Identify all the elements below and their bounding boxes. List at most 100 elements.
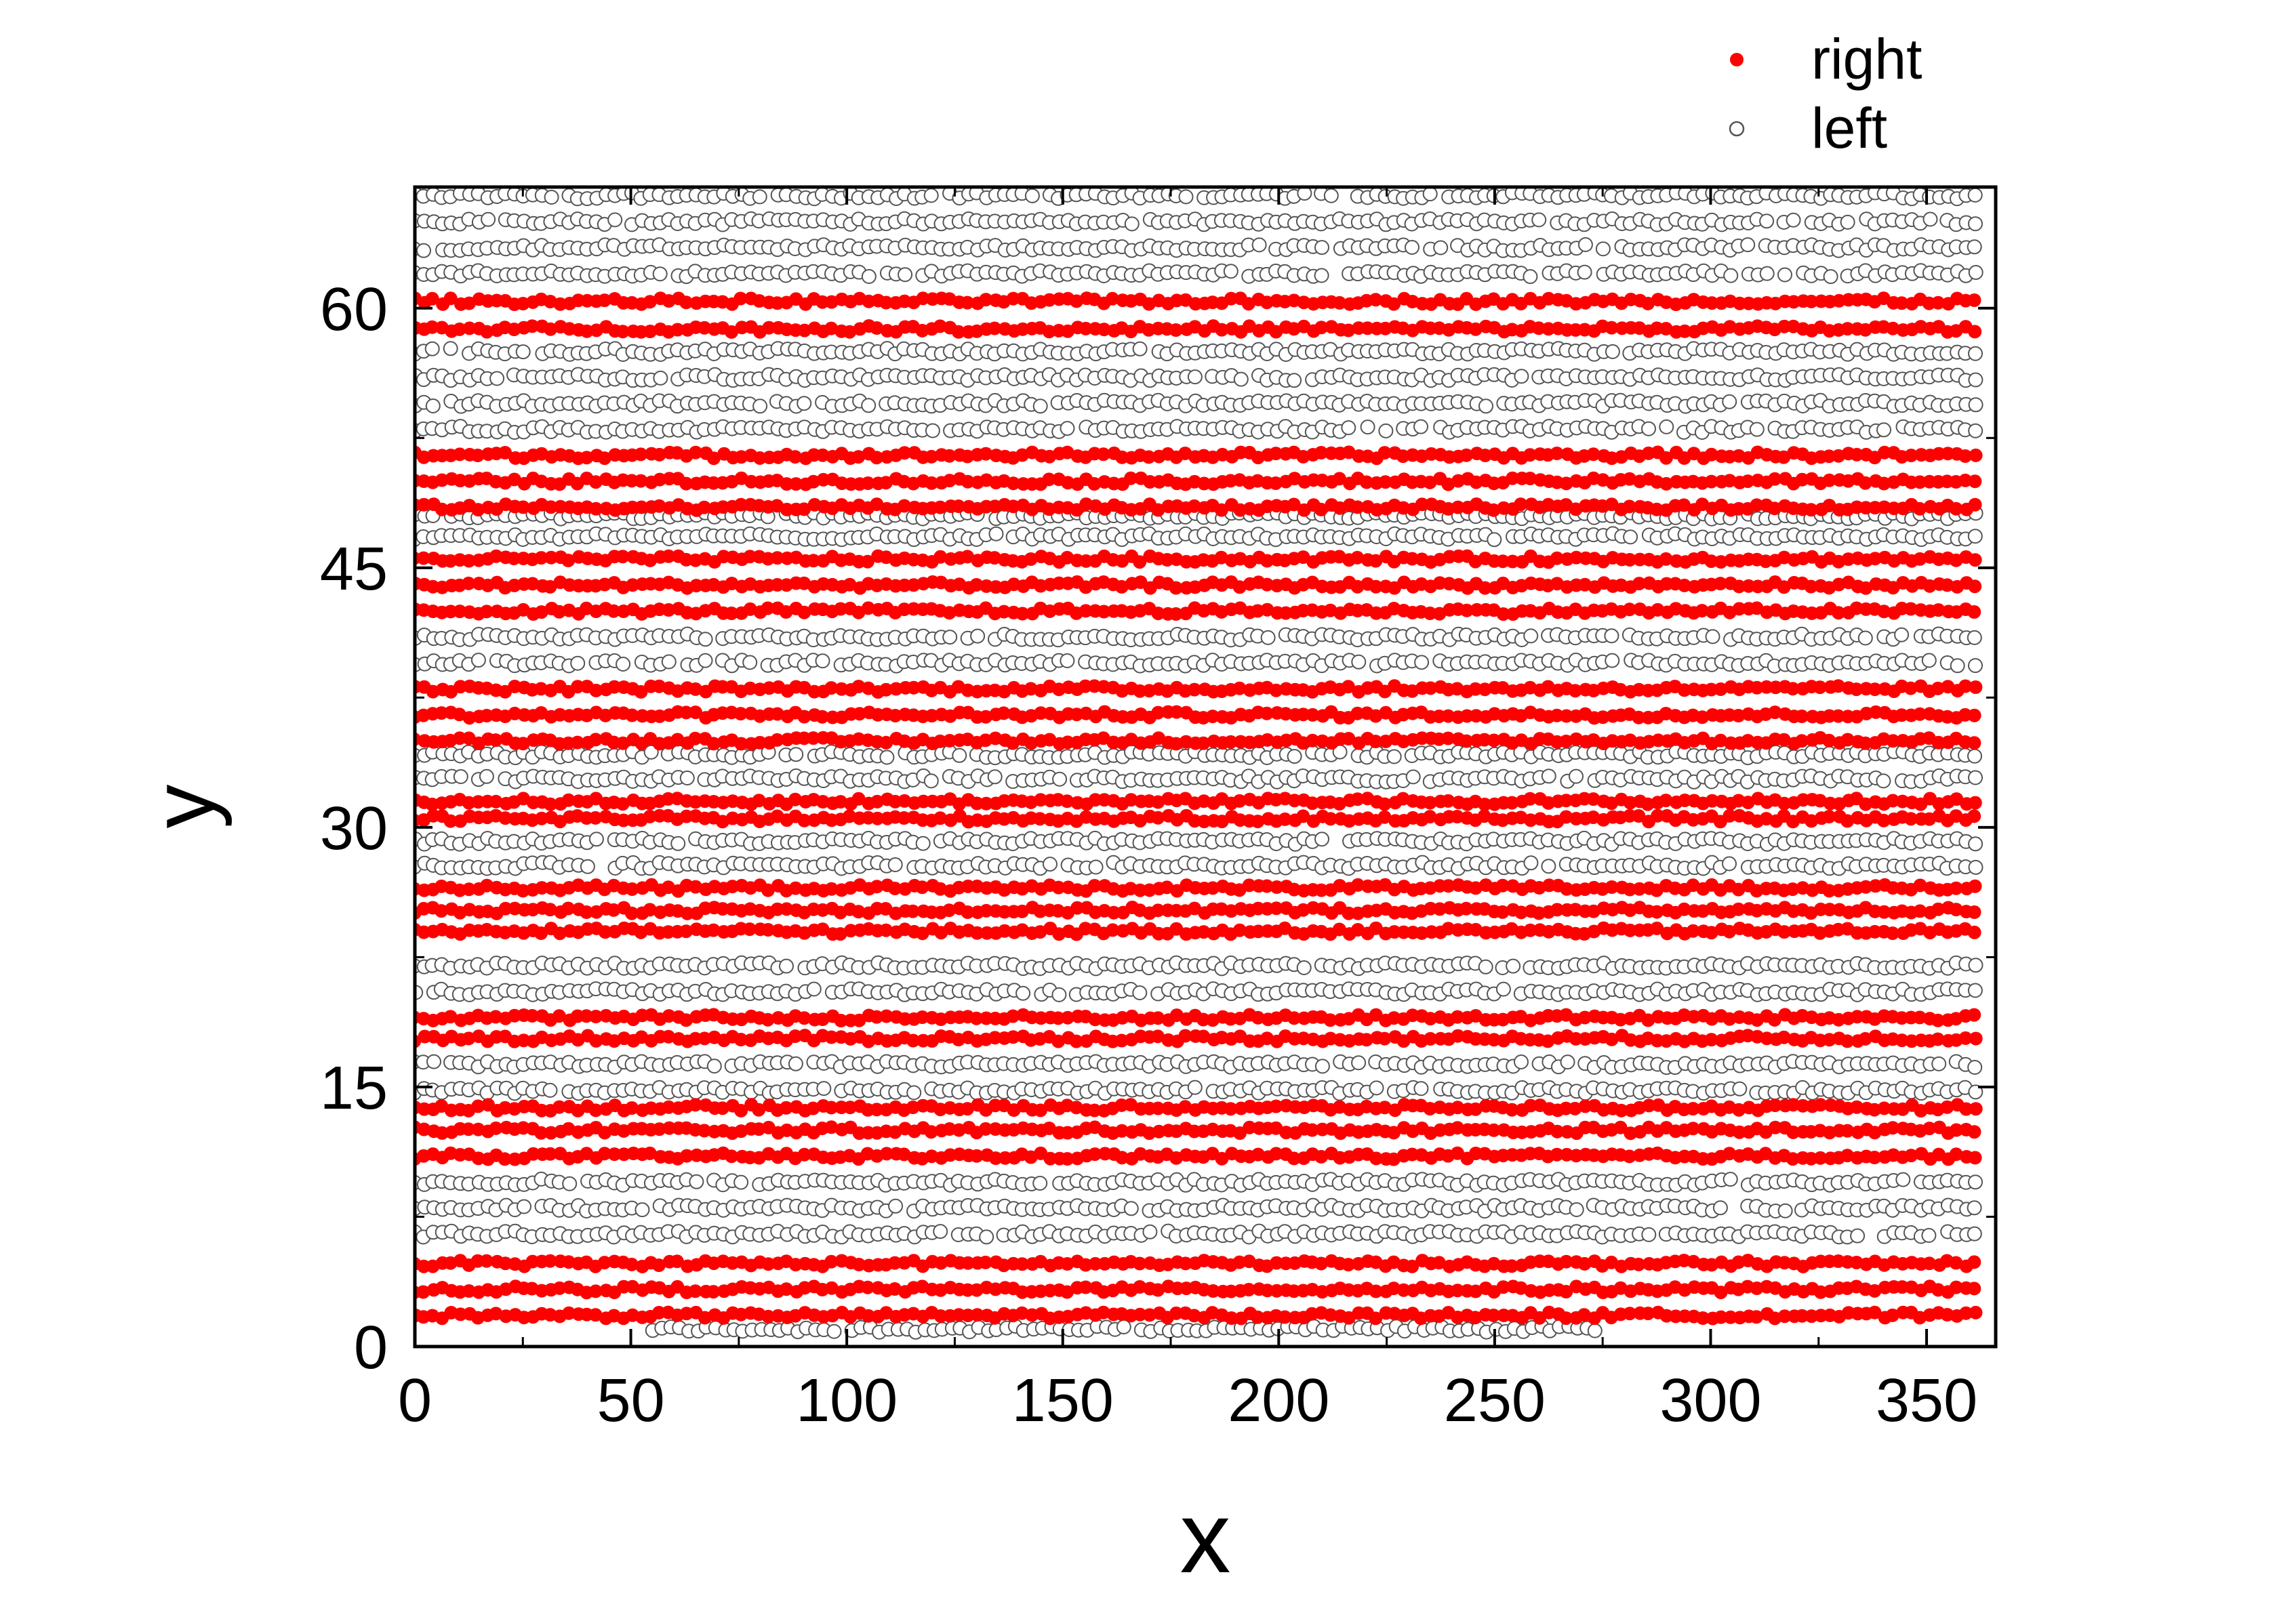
left-point <box>1967 630 1982 645</box>
right-series-points <box>415 291 1983 1326</box>
left-point <box>453 769 468 784</box>
left-point <box>733 1174 749 1190</box>
left-point <box>788 747 804 762</box>
left-point <box>952 747 967 763</box>
left-point <box>1968 770 1983 785</box>
left-point <box>1233 371 1249 387</box>
left-point <box>1314 268 1329 283</box>
left-point <box>806 981 822 997</box>
left-point <box>1015 985 1031 1001</box>
left-point <box>653 370 668 386</box>
left-point <box>1413 1081 1429 1096</box>
left-point <box>1740 237 1756 253</box>
left-point <box>1968 658 1983 674</box>
left-point <box>1514 369 1529 384</box>
left-point <box>1052 771 1068 787</box>
left-point <box>1967 529 1983 544</box>
left-point <box>1569 768 1584 784</box>
left-point <box>1187 1080 1203 1095</box>
left-point <box>1777 1203 1793 1218</box>
left-point <box>752 398 768 414</box>
left-point <box>1296 960 1312 975</box>
left-point <box>1968 265 1983 280</box>
left-point <box>879 750 895 765</box>
right-point <box>1969 1102 1983 1116</box>
left-point <box>698 653 713 668</box>
left-point <box>1595 241 1611 257</box>
left-point <box>1369 1080 1384 1096</box>
left-point <box>887 857 903 872</box>
left-point <box>580 859 595 874</box>
left-point <box>1823 269 1838 285</box>
left-point <box>1405 769 1421 785</box>
left-point <box>906 1085 922 1101</box>
left-point <box>443 341 458 356</box>
left-point <box>1968 1084 1983 1100</box>
left-point <box>1876 773 1891 789</box>
left-point <box>426 1054 441 1069</box>
left-point <box>670 836 686 851</box>
left-point <box>481 211 496 227</box>
left-point <box>1132 985 1148 1000</box>
left-point <box>1723 268 1739 283</box>
left-point <box>923 773 939 789</box>
left-point <box>1487 532 1502 548</box>
left-series-points <box>415 187 1983 1340</box>
left-point <box>1850 1228 1866 1244</box>
left-point <box>1759 213 1775 229</box>
left-point <box>1605 344 1620 359</box>
left-point <box>652 266 668 282</box>
left-point <box>779 958 794 974</box>
left-point <box>1967 239 1982 255</box>
left-point <box>1623 529 1638 545</box>
left-point <box>815 653 830 669</box>
left-point <box>588 832 604 847</box>
left-point <box>1968 859 1983 875</box>
left-point <box>1605 653 1620 668</box>
left-point <box>826 1324 842 1339</box>
left-point <box>1187 369 1203 385</box>
left-point <box>424 341 440 356</box>
left-point <box>1514 1054 1529 1069</box>
left-point <box>1967 1060 1983 1075</box>
left-point <box>1433 240 1449 255</box>
left-point <box>888 1198 904 1214</box>
left-point <box>1968 346 1983 361</box>
left-point <box>861 398 877 413</box>
left-point <box>1968 836 1983 852</box>
left-point <box>1732 1081 1748 1096</box>
left-point <box>970 628 986 644</box>
left-point <box>1495 981 1511 997</box>
left-point <box>698 632 713 647</box>
left-point <box>1541 768 1556 784</box>
left-point <box>1541 859 1556 874</box>
left-point <box>1921 1228 1937 1243</box>
left-point <box>1921 653 1937 668</box>
left-point <box>742 655 758 670</box>
left-point <box>923 188 939 203</box>
left-point <box>1351 654 1367 670</box>
left-point <box>1088 859 1104 875</box>
left-point <box>1950 658 1965 674</box>
left-point <box>933 1224 948 1239</box>
left-point <box>517 1199 531 1214</box>
left-point <box>979 1229 994 1245</box>
left-point <box>1314 1059 1330 1074</box>
left-point <box>1840 214 1855 230</box>
left-point <box>988 526 1004 541</box>
left-point <box>1968 958 1983 973</box>
left-point <box>479 768 494 784</box>
right-point <box>1967 1281 1981 1296</box>
left-point <box>1223 264 1238 279</box>
left-point <box>1178 189 1194 205</box>
right-point <box>1967 1125 1981 1139</box>
left-point <box>861 269 877 284</box>
left-point <box>1323 188 1339 203</box>
left-point <box>515 344 531 360</box>
left-point <box>1577 264 1592 280</box>
left-point <box>1712 1200 1728 1216</box>
left-point <box>607 212 623 228</box>
left-point <box>1968 372 1983 388</box>
left-point <box>706 1059 722 1074</box>
